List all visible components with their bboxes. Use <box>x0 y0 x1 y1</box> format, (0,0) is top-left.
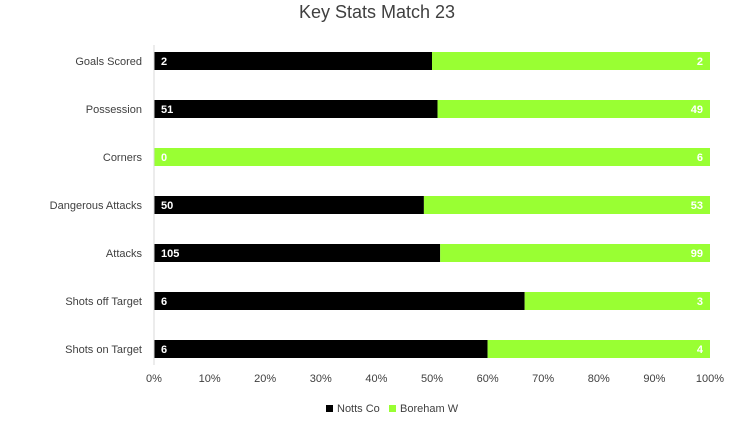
data-label: 49 <box>691 104 703 116</box>
data-label: 53 <box>691 200 703 212</box>
data-label: 2 <box>161 56 167 68</box>
legend-label: Boreham W <box>400 403 459 415</box>
x-tick-label: 80% <box>588 373 610 385</box>
x-tick-label: 70% <box>532 373 554 385</box>
legend-swatch <box>389 405 396 412</box>
data-label: 6 <box>697 152 703 164</box>
bar-segment <box>432 52 710 70</box>
data-label: 99 <box>691 248 703 260</box>
bar-segment <box>154 196 424 214</box>
data-label: 0 <box>161 152 167 164</box>
x-tick-label: 60% <box>477 373 499 385</box>
x-tick-label: 10% <box>199 373 221 385</box>
category-label: Shots off Target <box>65 296 142 308</box>
legend: Notts Co Boreham W <box>326 403 459 415</box>
x-axis: 0% 10% 20% 30% 40% 50% 60% 70% 80% 90% 100% <box>146 45 724 385</box>
bar-segment <box>154 100 438 118</box>
x-tick-label: 0% <box>146 373 162 385</box>
bar-segment <box>440 244 710 262</box>
category-label: Goals Scored <box>75 56 142 68</box>
bar-segment <box>154 292 525 310</box>
category-label: Attacks <box>106 248 143 260</box>
x-tick-label: 30% <box>310 373 332 385</box>
category-label: Possession <box>86 104 142 116</box>
data-label: 50 <box>161 200 173 212</box>
data-label: 51 <box>161 104 173 116</box>
category-label: Dangerous Attacks <box>50 200 143 212</box>
bars-layer <box>154 52 710 358</box>
bar-segment <box>154 148 710 166</box>
data-label: 105 <box>161 248 179 260</box>
bar-segment <box>154 244 441 262</box>
x-tick-label: 100% <box>696 373 724 385</box>
x-tick-label: 50% <box>421 373 443 385</box>
legend-swatch <box>326 405 333 412</box>
bar-segment <box>487 340 710 358</box>
chart-title: Key Stats Match 23 <box>299 2 455 22</box>
data-label: 4 <box>697 344 704 356</box>
bar-segment <box>437 100 710 118</box>
bar-segment <box>524 292 710 310</box>
x-tick-label: 40% <box>365 373 387 385</box>
bar-segment <box>154 52 432 70</box>
data-label: 6 <box>161 344 167 356</box>
data-label: 2 <box>697 56 703 68</box>
data-label: 3 <box>697 296 703 308</box>
x-tick-label: 90% <box>643 373 665 385</box>
bar-segment <box>423 196 710 214</box>
category-label: Corners <box>103 152 143 164</box>
bar-segment <box>154 340 488 358</box>
labels-layer: Goals Scored 2 2 Possession 51 49 Corners 0 6 Dan… <box>50 56 704 356</box>
x-tick-label: 20% <box>254 373 276 385</box>
category-label: Shots on Target <box>65 344 142 356</box>
legend-label: Notts Co <box>337 403 380 415</box>
data-label: 6 <box>161 296 167 308</box>
